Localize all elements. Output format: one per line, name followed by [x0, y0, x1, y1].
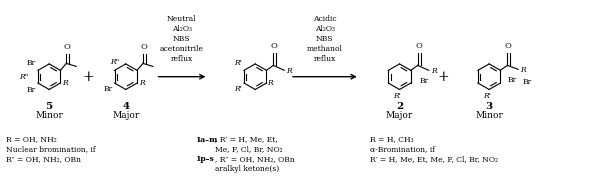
Text: aralkyl ketone(s): aralkyl ketone(s) — [215, 165, 280, 173]
Text: R': R' — [394, 92, 401, 100]
Text: Minor: Minor — [475, 111, 503, 120]
Text: R: R — [62, 79, 68, 87]
Text: R = OH, NH₂: R = OH, NH₂ — [7, 136, 57, 144]
Text: Br: Br — [508, 76, 517, 84]
Text: R": R" — [19, 73, 28, 81]
Text: α-Bromination, if: α-Bromination, if — [370, 146, 434, 153]
Text: Br: Br — [522, 78, 532, 86]
Text: Acidic
Al₂O₃
NBS
methanol
reflux: Acidic Al₂O₃ NBS methanol reflux — [307, 15, 343, 63]
Text: 4: 4 — [122, 102, 130, 111]
Text: 1a–m: 1a–m — [196, 136, 218, 144]
Text: R: R — [520, 66, 526, 74]
Text: 1p–s: 1p–s — [196, 155, 214, 163]
Text: O: O — [64, 43, 71, 51]
Text: , R″ = OH, NH₂, OBn: , R″ = OH, NH₂, OBn — [215, 155, 295, 163]
Text: R': R' — [483, 92, 491, 100]
Text: R': R' — [234, 59, 242, 67]
Text: R': R' — [234, 85, 242, 93]
Text: Major: Major — [386, 111, 413, 120]
Text: R″ = OH, NH₂, OBn: R″ = OH, NH₂, OBn — [7, 155, 82, 163]
Text: 2: 2 — [396, 102, 403, 111]
Text: Minor: Minor — [35, 111, 63, 120]
Text: Nuclear bromination, if: Nuclear bromination, if — [7, 146, 96, 153]
Text: Br: Br — [419, 77, 428, 85]
Text: R: R — [139, 79, 145, 87]
Text: R′ = H, Me, Et, Me, F, Cl, Br, NO₂: R′ = H, Me, Et, Me, F, Cl, Br, NO₂ — [370, 155, 497, 163]
Text: 3: 3 — [485, 102, 493, 111]
Text: 5: 5 — [46, 102, 53, 111]
Text: R: R — [286, 67, 292, 75]
Text: R: R — [431, 67, 436, 75]
Text: Br: Br — [27, 59, 36, 67]
Text: Me, F, Cl, Br, NO₂: Me, F, Cl, Br, NO₂ — [215, 146, 283, 153]
Text: O: O — [271, 42, 278, 50]
Text: R: R — [268, 79, 273, 87]
Text: O: O — [505, 42, 512, 50]
Text: O: O — [415, 42, 422, 50]
Text: Major: Major — [112, 111, 139, 120]
Text: O: O — [140, 43, 148, 51]
Text: +: + — [437, 70, 449, 84]
Text: +: + — [82, 70, 94, 84]
Text: Br: Br — [27, 86, 36, 94]
Text: R = H, CH₃: R = H, CH₃ — [370, 136, 413, 144]
Text: Br: Br — [103, 85, 113, 93]
Text: Neutral
Al₂O₃
NBS
acetonitrile
reflux: Neutral Al₂O₃ NBS acetonitrile reflux — [160, 15, 203, 63]
Text: R": R" — [110, 58, 119, 66]
Text: , R′ = H, Me, Et,: , R′ = H, Me, Et, — [215, 136, 278, 144]
